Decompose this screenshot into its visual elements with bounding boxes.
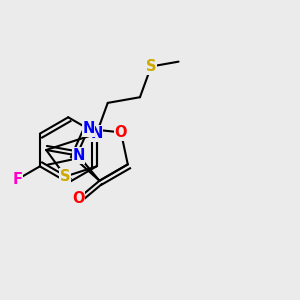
- Text: S: S: [146, 59, 156, 74]
- Text: O: O: [115, 125, 127, 140]
- Text: F: F: [12, 172, 22, 187]
- Text: N: N: [90, 126, 103, 141]
- Text: S: S: [60, 169, 71, 184]
- Text: O: O: [72, 191, 84, 206]
- Text: N: N: [72, 148, 85, 163]
- Text: N: N: [82, 122, 94, 136]
